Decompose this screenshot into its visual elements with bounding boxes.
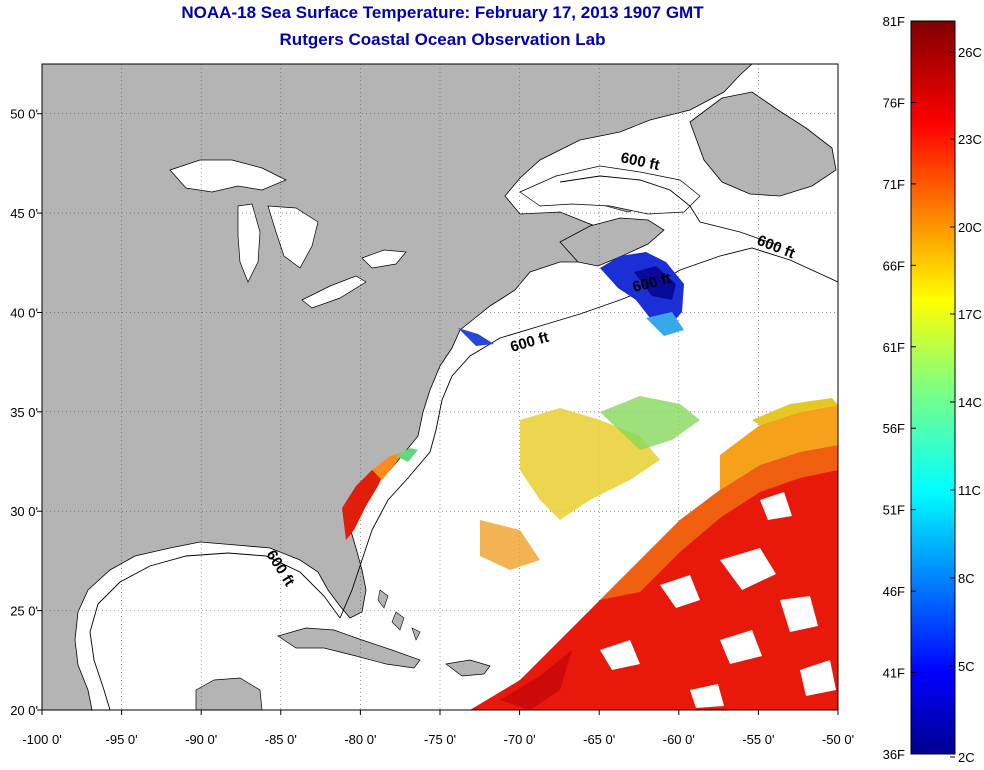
colorbar-f-label: 81F [883,14,905,29]
sst-carolina-green [396,448,418,462]
sst-cold-gulf-maine [600,252,684,330]
colorbar-c-label: 5C [958,659,975,674]
colorbar-c-label: 2C [958,750,975,765]
north-america-land [42,64,753,710]
sst-swath-band-orange [720,405,838,490]
yucatan-land [195,677,263,710]
newfoundland-land [689,91,837,197]
colorbar-c-label: 8C [958,571,975,586]
gulf-of-st-lawrence [519,165,701,215]
colorbar-f-label: 66F [883,258,905,273]
map-title: NOAA-18 Sea Surface Temperature: Februar… [181,3,704,22]
colorbar-f-label: 71F [883,177,905,192]
map-subtitle: Rutgers Coastal Ocean Observation Lab [279,30,606,49]
x-tick-label: -90 0' [185,732,217,747]
colorbar-labels: 81F 76F 71F 66F 61F 56F 51F 46F 41F 36F 26C 23C 20C 1… [883,14,982,765]
cuba-land [277,627,421,669]
y-tick-label: 50 0' [10,107,38,122]
colorbar-f-label: 61F [883,340,905,355]
sst-swath-band-yellow [752,398,838,425]
cloud-gap [600,492,836,708]
x-tick-label: -100 0' [22,732,61,747]
sst-swath-north-edge [600,445,838,600]
colorbar-f-label: 36F [883,747,905,762]
y-tick-label: 35 0' [10,405,38,420]
sst-scattered-green [600,396,700,450]
graticule [42,64,838,710]
colorbar-f-label: 46F [883,584,905,599]
sst-red-cluster [500,650,572,710]
lake-erie [301,275,367,309]
x-tick-label: -60 0' [663,732,695,747]
x-tick-label: -65 0' [583,732,615,747]
colorbar-c-label: 14C [958,395,982,410]
lake-ontario [361,249,407,269]
nova-scotia-land [559,217,665,267]
y-tick-label: 30 0' [10,504,38,519]
x-tick-label: -85 0' [265,732,297,747]
lake-michigan [237,203,261,283]
temperature-colorbar [910,20,956,755]
bahamas-islands [377,589,421,641]
isobath-600ft-atlantic [339,247,838,619]
colorbar-c-label: 23C [958,132,982,147]
sst-cold-core [634,266,676,300]
isobath-600ft-gulf [89,552,341,710]
x-tick-label: -70 0' [504,732,536,747]
sst-scattered-yellow [520,408,660,520]
sst-cyan-patch [646,312,684,336]
sst-carolina-gulfstream [342,464,388,540]
x-tick-label: -80 0' [344,732,376,747]
sst-scattered-orange [480,520,540,570]
x-tick-label: -75 0' [424,732,456,747]
isobath-600ft-laurentian [559,175,781,247]
colorbar-c-label: 26C [958,45,982,60]
y-tick-label: 45 0' [10,206,38,221]
sst-data-overlay [342,252,838,710]
sst-carolina-gradient [372,452,404,480]
colorbar-f-label: 76F [883,95,905,110]
colorbar-c-label: 11C [958,483,981,498]
x-tick-label: -50 0' [822,732,854,747]
colorbar-f-label: 56F [883,421,905,436]
colorbar-c-label: 20C [958,220,982,235]
colorbar-f-label: 51F [883,503,905,518]
x-tick-label: -55 0' [742,732,774,747]
hispaniola-land [445,659,491,677]
x-tick-label: -95 0' [106,732,138,747]
axis-ticks: -100 0' -95 0' -90 0' -85 0' -80 0' -75 0' -70… [10,107,854,747]
y-tick-label: 25 0' [10,604,38,619]
y-tick-label: 40 0' [10,305,38,320]
lake-superior [169,159,287,193]
sst-nj-coast [458,328,494,346]
y-tick-label: 20 0' [10,703,38,718]
lake-huron [267,205,319,269]
colorbar-c-label: 17C [958,307,982,322]
colorbar-f-label: 41F [883,666,905,681]
